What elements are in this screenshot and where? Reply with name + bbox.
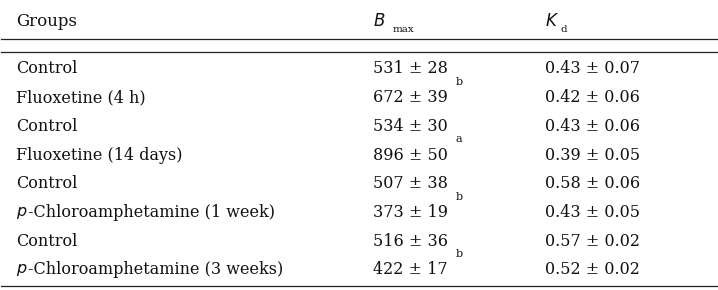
Text: 0.43 ± 0.06: 0.43 ± 0.06 [545,118,640,135]
Text: $B$: $B$ [373,13,386,30]
Text: $K$: $K$ [545,13,559,30]
Text: -Chloroamphetamine (3 weeks): -Chloroamphetamine (3 weeks) [28,262,283,278]
Text: 507 ± 38: 507 ± 38 [373,175,448,192]
Text: Control: Control [16,60,77,77]
Text: b: b [455,249,462,259]
Text: -Chloroamphetamine (1 week): -Chloroamphetamine (1 week) [28,204,275,221]
Text: 672 ± 39: 672 ± 39 [373,89,448,106]
Text: Control: Control [16,175,77,192]
Text: b: b [455,192,462,202]
Text: a: a [455,134,462,144]
Text: Fluoxetine (14 days): Fluoxetine (14 days) [16,146,182,164]
Text: b: b [455,77,462,87]
Text: 0.39 ± 0.05: 0.39 ± 0.05 [545,146,640,164]
Text: 373 ± 19: 373 ± 19 [373,204,448,221]
Text: Groups: Groups [16,13,77,30]
Text: 0.42 ± 0.06: 0.42 ± 0.06 [545,89,640,106]
Text: 0.43 ± 0.05: 0.43 ± 0.05 [545,204,640,221]
Text: 534 ± 30: 534 ± 30 [373,118,448,135]
Text: 0.58 ± 0.06: 0.58 ± 0.06 [545,175,640,192]
Text: 0.52 ± 0.02: 0.52 ± 0.02 [545,262,640,278]
Text: Control: Control [16,233,77,250]
Text: 0.57 ± 0.02: 0.57 ± 0.02 [545,233,640,250]
Text: 896 ± 50: 896 ± 50 [373,146,448,164]
Text: Fluoxetine (4 h): Fluoxetine (4 h) [16,89,145,106]
Text: $p$: $p$ [16,204,27,221]
Text: 531 ± 28: 531 ± 28 [373,60,448,77]
Text: 422 ± 17: 422 ± 17 [373,262,448,278]
Text: d: d [561,25,567,34]
Text: 0.43 ± 0.07: 0.43 ± 0.07 [545,60,640,77]
Text: 516 ± 36: 516 ± 36 [373,233,448,250]
Text: max: max [393,25,414,34]
Text: $p$: $p$ [16,262,27,278]
Text: Control: Control [16,118,77,135]
